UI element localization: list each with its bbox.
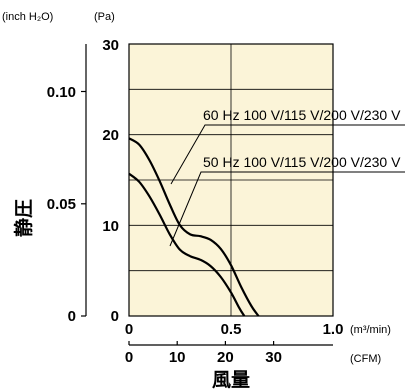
series-label-60hz: 60 Hz 100 V/115 V/200 V/230 V <box>203 107 401 123</box>
callout-line-60hz <box>170 124 405 185</box>
series-line-60hz <box>128 137 260 317</box>
y-tick-label-inch-0.05: 0.05 <box>47 196 76 213</box>
series-label-50hz: 50 Hz 100 V/115 V/200 V/230 V <box>203 154 401 170</box>
y-tick-label-pa-0: 0 <box>111 308 119 325</box>
x-tick-label-0.5: 0.5 <box>221 321 242 338</box>
x-axis-cfm <box>128 341 333 346</box>
x-tick-label-cfm-20: 20 <box>217 349 234 366</box>
x-tick-label-cfm-10: 10 <box>169 349 186 366</box>
y-unit-pa-label: (Pa) <box>94 11 115 23</box>
y-tick-label-inch-0.10: 0.10 <box>47 84 76 101</box>
x-tick-label-cfm-30: 30 <box>265 349 282 366</box>
x-unit-m3min-label: (m³/min) <box>350 324 391 336</box>
x-tick-label-0: 0 <box>125 321 133 338</box>
y-unit-inch-label: (inch H₂O) <box>2 11 53 23</box>
y-tick-label-pa-10: 10 <box>102 218 119 235</box>
x-tick-label-cfm-0: 0 <box>125 349 133 366</box>
x-unit-cfm-label: (CFM) <box>350 353 381 365</box>
callout-line-50hz <box>169 171 405 247</box>
y-tick-label-pa-30: 30 <box>102 37 119 54</box>
x-axis-title: 風量 <box>212 369 250 391</box>
series-line-50hz <box>128 172 246 317</box>
grid <box>129 44 333 316</box>
x-tick-label-1.0: 1.0 <box>323 321 344 338</box>
y-tick-label-inch-0: 0 <box>68 308 76 325</box>
y-axis-inch <box>81 44 87 317</box>
y-tick-label-pa-20: 20 <box>102 127 119 144</box>
y-axis-title: 静圧 <box>12 199 35 237</box>
